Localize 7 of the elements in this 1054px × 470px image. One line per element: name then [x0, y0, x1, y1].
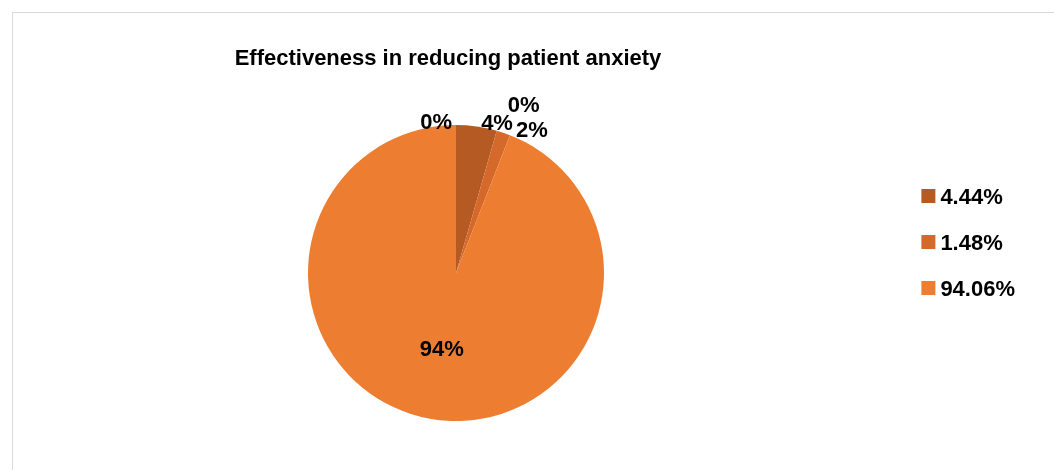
data-label: 94% — [419, 336, 464, 362]
chart-title: Effectiveness in reducing patient anxiety — [234, 44, 663, 70]
data-label: 2% — [515, 116, 548, 142]
legend-label: 4.44% — [940, 183, 1003, 209]
text: 0% — [420, 108, 452, 134]
legend-label: 1.48% — [940, 229, 1003, 255]
legend-label: 94.06% — [940, 275, 1016, 301]
